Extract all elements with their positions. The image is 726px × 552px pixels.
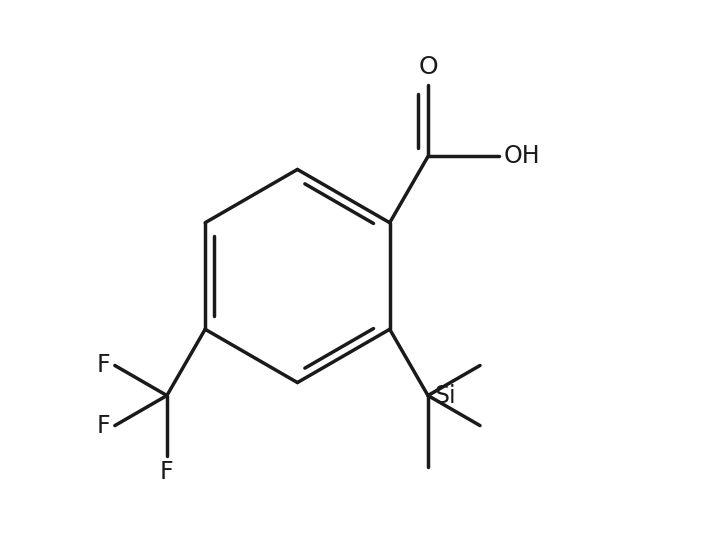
Text: OH: OH xyxy=(503,145,540,168)
Text: F: F xyxy=(97,413,110,438)
Text: F: F xyxy=(160,460,174,484)
Text: O: O xyxy=(418,55,438,79)
Text: F: F xyxy=(97,353,110,378)
Text: Si: Si xyxy=(435,384,456,407)
